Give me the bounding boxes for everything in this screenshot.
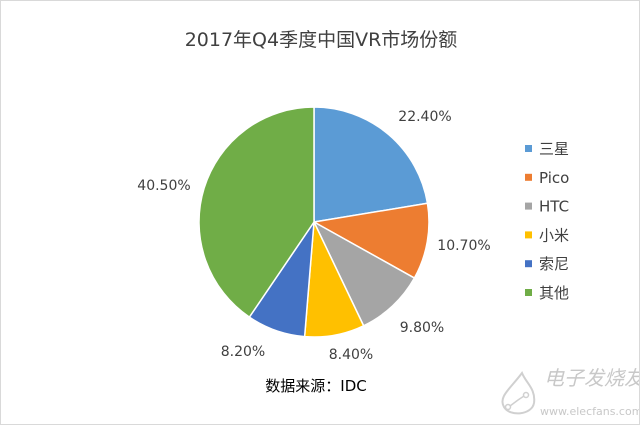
watermark-icon [501,370,536,415]
legend-label: 三星 [539,140,569,158]
legend-swatch [525,173,532,181]
legend-label: 其他 [539,284,569,302]
watermark-name: 电子发烧友 [544,366,640,390]
legend-label: Pico [539,169,569,187]
legend-item: 三星 [525,140,569,158]
data-label: 10.70% [437,238,490,254]
legend-item: HTC [525,198,569,216]
watermark-url: www.elecfans.com [540,405,640,418]
legend-item: 索尼 [525,255,569,273]
legend-item: Pico [525,169,569,187]
legend-item: 小米 [525,226,569,244]
legend-swatch [525,231,532,239]
legend-swatch [525,202,532,210]
data-label: 8.20% [221,344,265,360]
legend-label: 索尼 [539,255,569,273]
legend-item: 其他 [525,284,569,302]
pie-slice-其他 [198,106,315,319]
legend-swatch [525,260,532,268]
data-label: 40.50% [137,178,190,194]
pie-slice-Pico [311,202,430,280]
legend-label: HTC [539,198,569,216]
legend-swatch [525,145,532,152]
chart-title: 2017年Q4季度中国VR市场份额 [184,29,458,51]
legend-swatch [525,289,532,296]
watermark-logo: 电子发烧友 www.elecfans.com [496,367,639,423]
data-label: 9.80% [400,320,444,336]
legend-label: 小米 [539,226,569,244]
data-label: 22.40% [398,109,451,125]
source-note: 数据来源：IDC [265,377,367,395]
pie-slice-三星 [313,106,429,223]
data-label: 8.40% [329,347,373,363]
